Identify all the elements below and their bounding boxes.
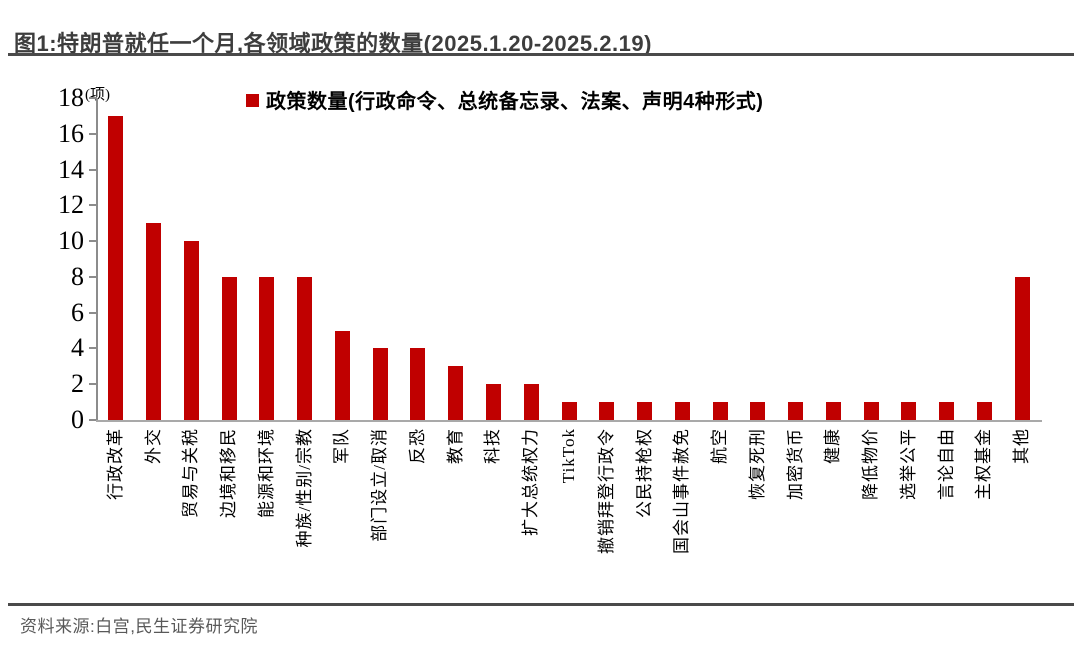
legend-swatch-icon — [246, 94, 259, 107]
bar — [410, 348, 425, 420]
y-tick-mark — [89, 97, 97, 99]
y-tick-mark — [89, 311, 97, 314]
bar — [486, 384, 501, 420]
bar — [335, 331, 350, 420]
y-tick-label: 16 — [58, 118, 84, 148]
y-tick-label: 0 — [71, 405, 84, 434]
y-axis-line — [96, 98, 98, 421]
x-axis-line — [96, 420, 1042, 422]
bar — [297, 277, 312, 420]
figure-title: 图1:特朗普就任一个月,各领域政策的数量(2025.1.20-2025.2.19… — [14, 31, 652, 56]
bar — [637, 402, 652, 420]
x-axis-label: 外交 — [144, 428, 163, 464]
bar — [184, 241, 199, 420]
y-tick-mark — [89, 275, 97, 278]
bar — [146, 223, 161, 420]
x-axis-label: 健康 — [823, 428, 842, 464]
y-tick-mark — [89, 132, 97, 135]
y-tick-label: 14 — [58, 154, 84, 184]
y-tick-label: 12 — [58, 190, 84, 220]
x-axis-label: 扩大总统权力 — [521, 428, 540, 536]
bar — [1015, 277, 1030, 420]
x-axis-label: 边境和移民 — [219, 428, 238, 518]
y-tick-mark — [89, 204, 97, 207]
bar — [864, 402, 879, 420]
x-axis-label: 科技 — [483, 428, 502, 464]
x-axis-label: 教育 — [446, 428, 465, 464]
x-axis-label: 贸易与关税 — [181, 428, 200, 518]
y-tick-mark — [89, 168, 97, 171]
bar — [901, 402, 916, 420]
y-tick-mark — [89, 419, 97, 421]
y-axis-unit-label: (项) — [85, 87, 110, 103]
bar — [977, 402, 992, 420]
y-tick-mark — [89, 240, 97, 243]
bar — [599, 402, 614, 420]
x-axis-label: 国会山事件赦免 — [672, 428, 691, 554]
chart-legend: 政策数量(行政命令、总统备忘录、法案、声明4种形式) — [246, 85, 763, 114]
x-axis-label: 加密货币 — [786, 428, 805, 500]
bar — [108, 116, 123, 420]
x-axis-label: TikTok — [559, 428, 578, 484]
x-axis-label: 军队 — [332, 428, 351, 464]
bar — [788, 402, 803, 420]
footer-divider — [8, 603, 1074, 606]
bar — [373, 348, 388, 420]
title-divider — [8, 53, 1074, 56]
y-tick-label: 8 — [71, 261, 84, 291]
y-tick-label: 6 — [71, 297, 84, 327]
x-axis-label: 部门设立/取消 — [370, 428, 389, 542]
legend-label: 政策数量(行政命令、总统备忘录、法案、声明4种形式) — [266, 91, 764, 113]
bar — [222, 277, 237, 420]
y-tick-label: 10 — [58, 226, 84, 256]
bar — [750, 402, 765, 420]
x-axis-label: 降低物价 — [861, 428, 880, 500]
bar — [826, 402, 841, 420]
x-axis-label: 其他 — [1012, 428, 1031, 464]
x-axis-label: 航空 — [710, 428, 729, 464]
x-axis-label: 行政改革 — [106, 428, 125, 500]
x-axis-label: 恢复死刑 — [748, 428, 767, 500]
y-tick-mark — [89, 347, 97, 350]
y-tick-label: 18 — [58, 83, 84, 112]
y-tick-mark — [89, 383, 97, 386]
bar — [675, 402, 690, 420]
bar — [448, 366, 463, 420]
x-axis-label: 种族/性别/宗教 — [295, 428, 314, 548]
bar — [939, 402, 954, 420]
x-axis-label: 反恐 — [408, 428, 427, 464]
x-axis-label: 能源和环境 — [257, 428, 276, 518]
x-axis-label: 撤销拜登行政令 — [597, 428, 616, 554]
bar — [713, 402, 728, 420]
x-axis-label: 主权基金 — [974, 428, 993, 500]
x-axis-label: 公民持枪权 — [635, 428, 654, 518]
y-tick-label: 2 — [71, 369, 84, 399]
bar — [562, 402, 577, 420]
y-tick-label: 4 — [71, 333, 84, 363]
x-axis-label: 言论自由 — [937, 428, 956, 500]
bar — [524, 384, 539, 420]
bar — [259, 277, 274, 420]
x-axis-label: 选举公平 — [899, 428, 918, 500]
source-note: 资料来源:白宫,民生证券研究院 — [20, 617, 258, 636]
